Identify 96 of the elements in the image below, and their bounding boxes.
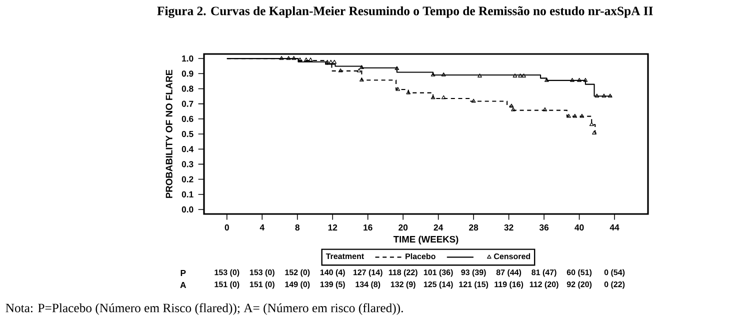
text: Nota: P=Placebo (Número em Risco (flared)); A= (Número em risco (flared)). — [6, 303, 403, 315]
x-tick-label: 12 — [328, 224, 338, 230]
point — [602, 94, 606, 98]
point — [332, 60, 337, 64]
text: 119 (16) — [494, 281, 524, 289]
y-tick-label: 0.4 — [182, 146, 194, 152]
x-tick-label: 4 — [260, 224, 264, 230]
point — [430, 95, 436, 100]
text: 0 (54) — [604, 269, 625, 277]
point — [338, 68, 343, 72]
text: 139 (5) — [320, 281, 345, 289]
point — [396, 87, 400, 91]
y-tick-label: 0.6 — [182, 116, 194, 122]
legend-title: Treatment — [326, 253, 364, 260]
y-tick-label: 0.7 — [182, 100, 194, 107]
point — [518, 74, 522, 78]
x-tick-label: 20 — [398, 224, 408, 231]
point — [292, 56, 296, 60]
text: 153 (0) — [214, 269, 240, 277]
point — [441, 95, 446, 100]
x-tick-label: 36 — [539, 224, 549, 231]
y-tick-label: 0.3 — [182, 161, 194, 168]
point — [509, 104, 514, 108]
y-tick-label: 0.0 — [182, 206, 194, 213]
text: 125 (14) — [424, 281, 453, 289]
point — [580, 114, 584, 118]
y-axis-title: PROBABILITY OF NO FLARE — [166, 70, 172, 198]
point — [608, 94, 612, 98]
y-tick-label: 0.5 — [182, 130, 194, 138]
point — [298, 58, 302, 62]
point — [471, 98, 476, 103]
text: 151 (0) — [214, 281, 240, 289]
point — [566, 114, 571, 118]
point — [325, 60, 330, 64]
point — [589, 122, 594, 126]
point — [544, 78, 549, 82]
point — [542, 107, 548, 112]
text: 127 (14) — [353, 269, 382, 277]
point — [512, 74, 518, 78]
point — [570, 78, 574, 82]
x-tick-label: 32 — [504, 224, 514, 231]
point — [356, 68, 362, 72]
point — [583, 78, 588, 82]
y-tick-label: 0.8 — [182, 86, 194, 92]
x-tick-label: 8 — [295, 224, 300, 231]
text: 60 (51) — [566, 269, 592, 277]
x-tick-label: 0 — [224, 224, 229, 231]
text: 151 (0) — [250, 281, 274, 289]
text: 93 (39) — [461, 269, 486, 277]
legend-label: Censored — [494, 253, 530, 260]
y-tick-label: 0.1 — [182, 191, 194, 198]
point — [430, 72, 436, 76]
text: 140 (4) — [320, 269, 345, 277]
x-tick-label: 16 — [364, 224, 372, 231]
y-tick-label: 0.9 — [182, 70, 194, 77]
point — [304, 58, 308, 62]
text: 152 (0) — [285, 269, 310, 277]
text: 121 (15) — [459, 281, 488, 289]
text: 87 (44) — [496, 269, 522, 277]
point — [572, 114, 578, 118]
point — [406, 90, 411, 94]
x-axis-title: TIME (WEEKS) — [393, 236, 458, 244]
point — [286, 56, 291, 60]
text: 112 (20) — [530, 281, 558, 289]
text: 0 (22) — [604, 281, 625, 289]
point — [360, 78, 364, 82]
x-tick-label: 44 — [610, 224, 620, 230]
point — [577, 78, 582, 82]
text: A — [180, 282, 186, 288]
y-tick-label: 0.2 — [182, 176, 194, 182]
text: 101 (36) — [424, 269, 453, 277]
point — [308, 58, 313, 62]
point — [478, 74, 482, 78]
text: 81 (47) — [532, 269, 556, 277]
text: 118 (22) — [388, 269, 418, 277]
text: 134 (8) — [356, 281, 380, 289]
text: P — [180, 270, 186, 276]
point — [279, 56, 284, 60]
legend-label: Placebo — [406, 253, 436, 260]
point — [592, 130, 596, 134]
x-tick-label: 24 — [434, 224, 444, 230]
x-tick-label: 40 — [574, 224, 584, 231]
y-tick-label: 1.0 — [182, 55, 194, 62]
text: 92 (20) — [566, 281, 592, 289]
point — [394, 66, 400, 70]
point — [594, 94, 600, 98]
point — [360, 65, 364, 69]
text: 149 (0) — [285, 281, 310, 289]
text: 132 (9) — [390, 281, 416, 289]
point — [328, 60, 334, 64]
point — [441, 72, 446, 76]
point — [522, 74, 526, 78]
point — [511, 107, 516, 112]
x-tick-label: 28 — [469, 224, 478, 231]
chart-title: Figura 2. Curvas de Kaplan-Meier Resumindo o Tempo de Remissão no estudo nr-axSpA II — [157, 6, 653, 18]
text: 153 (0) — [250, 269, 274, 277]
